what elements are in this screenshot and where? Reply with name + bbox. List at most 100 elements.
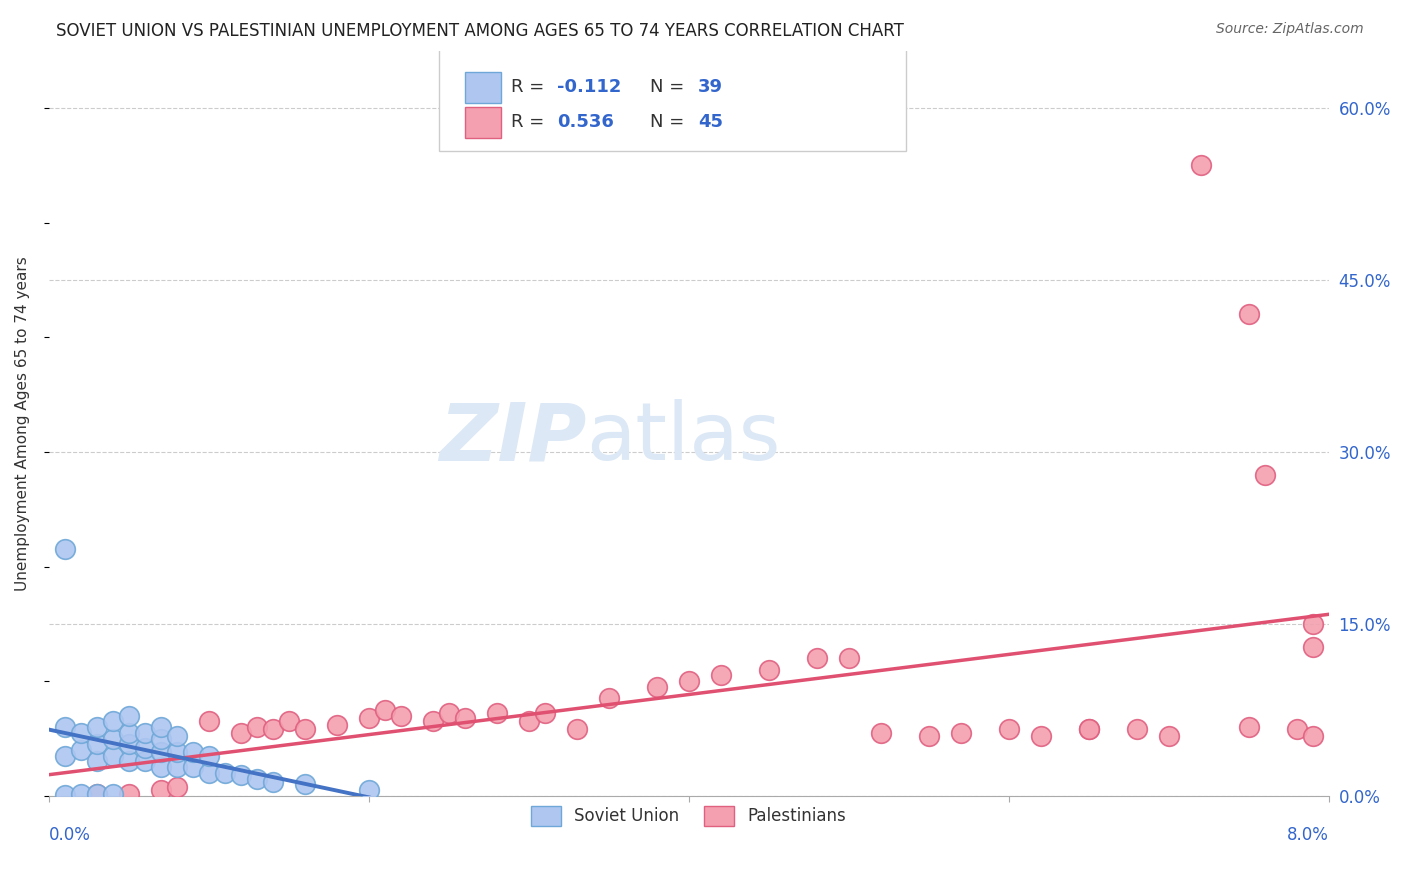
Point [710, 668, 733, 682]
Point [149, 783, 172, 797]
Point [1237, 720, 1260, 734]
Point [53, 542, 76, 557]
Text: 39: 39 [697, 78, 723, 96]
Text: R =: R = [510, 78, 550, 96]
Point [1237, 307, 1260, 321]
Point [166, 780, 188, 794]
Legend: Soviet Union, Palestinians: Soviet Union, Palestinians [524, 799, 853, 832]
Point [1302, 640, 1324, 654]
Point [149, 745, 172, 759]
Point [86, 720, 108, 734]
Point [134, 755, 156, 769]
Point [118, 708, 141, 723]
Text: 0.536: 0.536 [557, 113, 614, 131]
Text: N =: N = [651, 113, 690, 131]
Point [134, 740, 156, 755]
Point [1029, 729, 1052, 743]
Point [277, 714, 299, 729]
Point [229, 726, 252, 740]
Text: 45: 45 [697, 113, 723, 131]
Point [166, 745, 188, 759]
Point [326, 718, 349, 732]
Point [69, 726, 91, 740]
Point [53, 748, 76, 763]
Point [246, 772, 269, 786]
Point [869, 726, 891, 740]
Point [149, 731, 172, 746]
Point [262, 723, 284, 737]
Text: atlas: atlas [586, 399, 780, 477]
Point [134, 726, 156, 740]
Point [1077, 723, 1099, 737]
Text: ZIP: ZIP [439, 399, 586, 477]
Point [1254, 467, 1277, 482]
Point [565, 723, 588, 737]
Point [181, 745, 204, 759]
Point [1302, 729, 1324, 743]
FancyBboxPatch shape [465, 106, 501, 138]
Point [1077, 723, 1099, 737]
Point [645, 680, 668, 694]
Point [53, 720, 76, 734]
Point [357, 783, 380, 797]
Point [437, 706, 460, 721]
Point [214, 766, 236, 780]
Point [197, 766, 219, 780]
Point [758, 663, 780, 677]
Point [806, 651, 828, 665]
Point [454, 711, 477, 725]
Point [533, 706, 555, 721]
Point [149, 720, 172, 734]
FancyBboxPatch shape [439, 47, 907, 152]
Point [374, 703, 396, 717]
Point [118, 755, 141, 769]
Point [1285, 723, 1308, 737]
Point [389, 708, 412, 723]
Point [246, 720, 269, 734]
Y-axis label: Unemployment Among Ages 65 to 74 years: Unemployment Among Ages 65 to 74 years [15, 256, 30, 591]
Point [101, 714, 124, 729]
Text: N =: N = [651, 78, 690, 96]
Point [1157, 729, 1180, 743]
Point [997, 723, 1019, 737]
Point [197, 714, 219, 729]
Text: 8.0%: 8.0% [1286, 826, 1329, 844]
Text: -0.112: -0.112 [557, 78, 621, 96]
Point [86, 787, 108, 801]
Point [101, 787, 124, 801]
Text: R =: R = [510, 113, 550, 131]
Point [294, 723, 316, 737]
Text: SOVIET UNION VS PALESTINIAN UNEMPLOYMENT AMONG AGES 65 TO 74 YEARS CORRELATION C: SOVIET UNION VS PALESTINIAN UNEMPLOYMENT… [56, 22, 904, 40]
Text: Source: ZipAtlas.com: Source: ZipAtlas.com [1216, 22, 1364, 37]
Point [69, 787, 91, 801]
Point [118, 787, 141, 801]
FancyBboxPatch shape [465, 71, 501, 103]
Point [949, 726, 972, 740]
Point [101, 731, 124, 746]
Point [838, 651, 860, 665]
Point [86, 737, 108, 751]
Point [166, 729, 188, 743]
Point [166, 760, 188, 774]
Point [598, 691, 620, 706]
Point [485, 706, 508, 721]
Point [181, 760, 204, 774]
Point [1189, 158, 1212, 172]
Point [197, 748, 219, 763]
Point [357, 711, 380, 725]
Point [294, 777, 316, 791]
Point [918, 729, 941, 743]
Point [149, 760, 172, 774]
Point [229, 768, 252, 782]
Point [422, 714, 444, 729]
Point [1302, 616, 1324, 631]
Text: 0.0%: 0.0% [49, 826, 90, 844]
Point [1126, 723, 1149, 737]
Point [262, 775, 284, 789]
Point [53, 788, 76, 802]
Point [101, 748, 124, 763]
Point [118, 726, 141, 740]
Point [86, 755, 108, 769]
Point [678, 674, 700, 689]
Point [118, 737, 141, 751]
